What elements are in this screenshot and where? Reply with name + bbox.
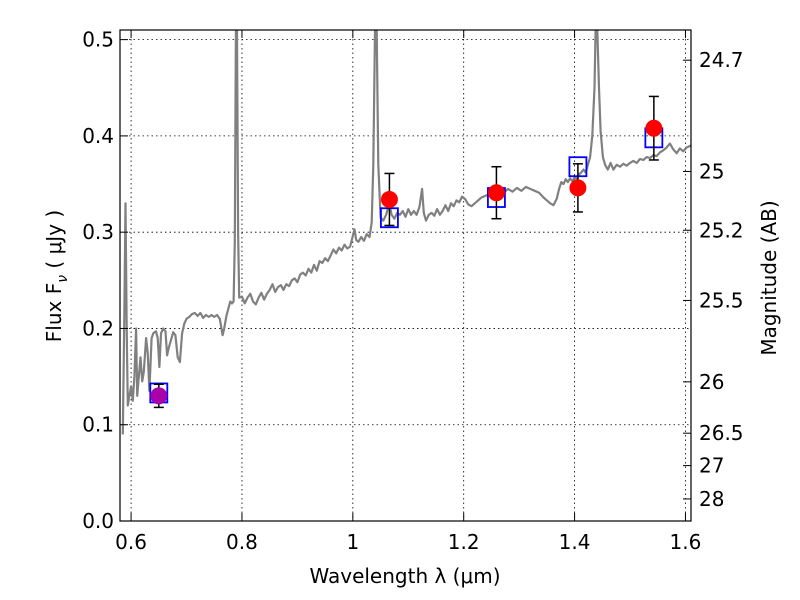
observed-photometry-point	[569, 179, 587, 197]
observed-photometry-point	[487, 184, 505, 202]
x-axis-label: Wavelength λ (μm)	[309, 564, 500, 588]
points-layer	[149, 95, 664, 409]
y-axis-label-unit: ( μJy )	[42, 210, 66, 275]
y2-tick-label: 27	[699, 454, 724, 478]
x-tick-label: 0.6	[115, 530, 147, 554]
y-tick-label: 0.3	[82, 220, 114, 244]
y-tick-label: 0.0	[82, 509, 114, 533]
y-tick-label: 0.4	[82, 124, 114, 148]
y2-tick-label: 28	[699, 487, 724, 511]
x-tick-label: 0.8	[226, 530, 258, 554]
y-tick-label: 0.1	[82, 413, 114, 437]
y-tick-label: 0.5	[82, 28, 114, 52]
observed-photometry-point	[645, 119, 663, 137]
y-axis-label-subscript: ν	[55, 275, 71, 283]
x-tick-label: 1.2	[448, 530, 480, 554]
y2-tick-label: 26.5	[699, 421, 744, 445]
x-tick-label: 1.6	[670, 530, 702, 554]
y2-tick-label: 25.5	[699, 288, 744, 312]
tick-layer: 0.6 0.8 1 1.2 1.4 1.6 0.0 0.1 0.2 0.3 0.4 0.5 24.7 25…	[82, 28, 743, 554]
y2-tick-label: 26	[699, 370, 724, 394]
y2-tick-label: 24.7	[699, 48, 744, 72]
y2-tick-label: 25.2	[699, 218, 744, 242]
y-axis-label-flux: Flux F	[42, 283, 66, 342]
observed-photometry-point	[150, 387, 168, 405]
x-tick-label: 1	[346, 530, 359, 554]
y2-tick-label: 25	[699, 159, 724, 183]
x-tick-label: 1.4	[559, 530, 591, 554]
observed-photometry-point	[380, 190, 398, 208]
y-axis-label: Flux Fν ( μJy )	[42, 210, 71, 342]
spectrum-layer	[121, 30, 691, 435]
grid-layer	[120, 30, 691, 522]
y2-axis-label: Magnitude (AB)	[757, 200, 781, 355]
spectrum-line	[121, 30, 691, 435]
plot-frame	[119, 29, 692, 522]
y-tick-label: 0.2	[82, 316, 114, 340]
